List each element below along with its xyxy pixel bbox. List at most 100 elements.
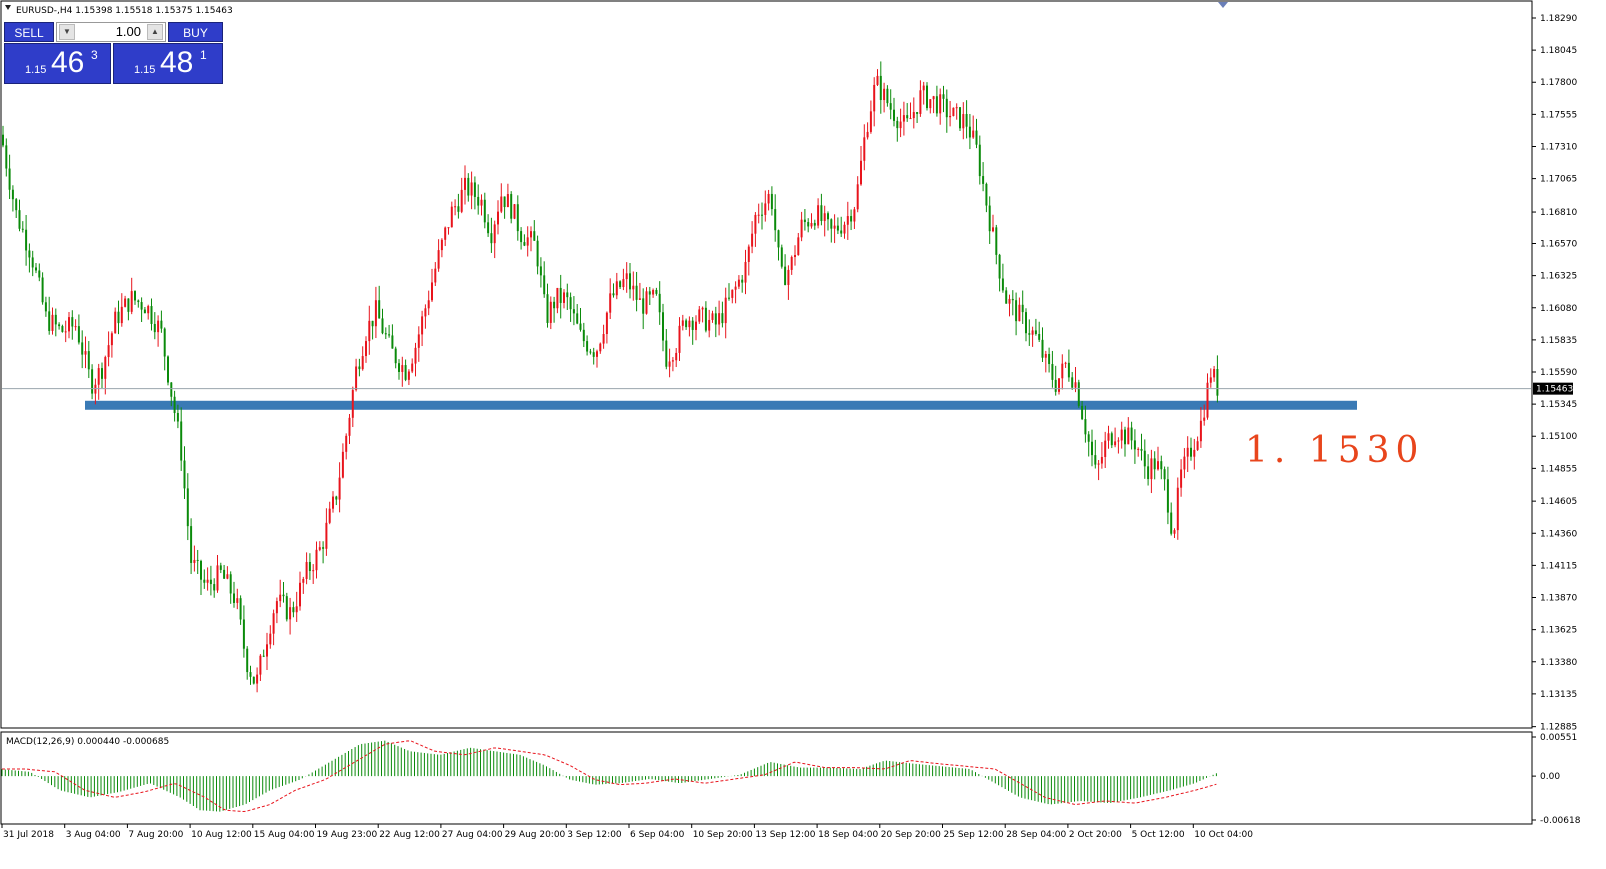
lot-size-field[interactable]: ▼ 1.00 ▲ [56,22,166,42]
candle-body [1008,298,1011,304]
candle-body [873,84,876,112]
candle-body [691,320,694,330]
candle-body [266,644,268,657]
time-tick-label: 3 Aug 04:00 [66,830,121,840]
candle-body [272,613,275,634]
candle-body [596,351,598,357]
time-tick-label: 13 Sep 12:00 [755,830,815,840]
price-tick-label: 1.12885 [1540,723,1577,733]
candle-body [701,307,704,310]
candle-body [860,160,862,185]
candle-body [454,206,457,208]
candle-body [404,365,407,380]
price-tick-label: 1.13135 [1540,690,1577,700]
candle-body [602,334,605,344]
candle-body [1216,369,1219,396]
candle-body [622,279,625,288]
candle-body [972,130,975,138]
price-tick-label: 1.17800 [1540,78,1577,88]
candle-body [790,257,793,270]
price-tick-label: 1.14605 [1540,497,1577,507]
candle-body [242,619,245,649]
candle-body [104,357,107,379]
candle-body [1091,441,1093,456]
candle-body [497,211,499,225]
candle-body [44,302,47,312]
candle-body [81,342,84,355]
price-tick-label: 1.17065 [1540,175,1577,185]
candle-body [1180,469,1183,488]
candle-body [226,574,229,579]
candle-body [827,213,829,220]
candle-body [28,250,31,258]
candle-body [615,281,618,296]
candle-body [31,257,34,268]
candle-body [681,320,684,326]
candle-body [411,363,414,372]
candle-body [421,316,424,335]
candle-body [959,107,961,129]
lot-increase-icon[interactable]: ▲ [147,24,163,40]
candle-body [157,320,160,333]
candle-body [645,291,648,314]
lot-decrease-icon[interactable]: ▼ [59,24,75,40]
candle-body [384,333,387,335]
candle-body [35,267,37,271]
candle-body [1097,463,1100,465]
candle-body [289,607,292,620]
candle-body [275,601,278,614]
candle-body [764,203,767,215]
candle-body [662,312,664,341]
candle-body [1199,420,1202,442]
candle-body [648,291,651,295]
candle-body [282,594,285,597]
candle-body [718,313,721,325]
candle-body [916,112,919,114]
candle-body [480,199,483,206]
candle-body [668,361,671,367]
candle-body [246,648,249,673]
buy-price-tile[interactable]: 1.15 48 1 [113,43,223,84]
shift-marker-icon[interactable] [1218,2,1228,8]
candle-body [635,285,638,300]
candle-body [186,488,189,527]
lot-size-value[interactable]: 1.00 [115,24,141,39]
candle-body [150,306,153,324]
candle-body [262,655,265,657]
sell-button[interactable]: SELL [4,22,54,42]
candle-body [493,224,496,244]
candle-body [836,225,839,231]
candle-body [335,496,338,500]
candle-body [939,94,942,114]
candle-body [830,219,833,229]
candle-body [1140,448,1143,451]
symbol-header: EURUSD-,H4 1.15398 1.15518 1.15375 1.154… [16,6,233,16]
candle-body [38,270,41,278]
candle-body [1034,330,1037,334]
candle-body [559,287,562,303]
candle-body [68,317,70,332]
price-tick-label: 1.18290 [1540,14,1577,24]
sell-price-tile[interactable]: 1.15 46 3 [4,43,111,84]
candle-body [929,99,932,109]
buy-button[interactable]: BUY [168,22,223,42]
candle-body [434,268,437,283]
candle-body [487,222,490,234]
candle-body [312,570,315,572]
candle-body [1206,382,1209,418]
price-tick-label: 1.15835 [1540,336,1577,346]
candle-body [21,228,24,230]
header-dropdown-icon[interactable] [5,5,11,10]
candle-body [97,368,100,385]
candle-body [424,308,427,317]
candle-body [110,333,113,346]
candle-body [846,216,849,225]
candle-body [1087,434,1090,442]
candle-body [180,421,183,461]
candle-body [378,300,381,319]
price-tick-label: 1.14855 [1540,464,1577,474]
candle-body [1114,441,1117,446]
candle-body [295,606,298,613]
candle-body [840,230,843,234]
